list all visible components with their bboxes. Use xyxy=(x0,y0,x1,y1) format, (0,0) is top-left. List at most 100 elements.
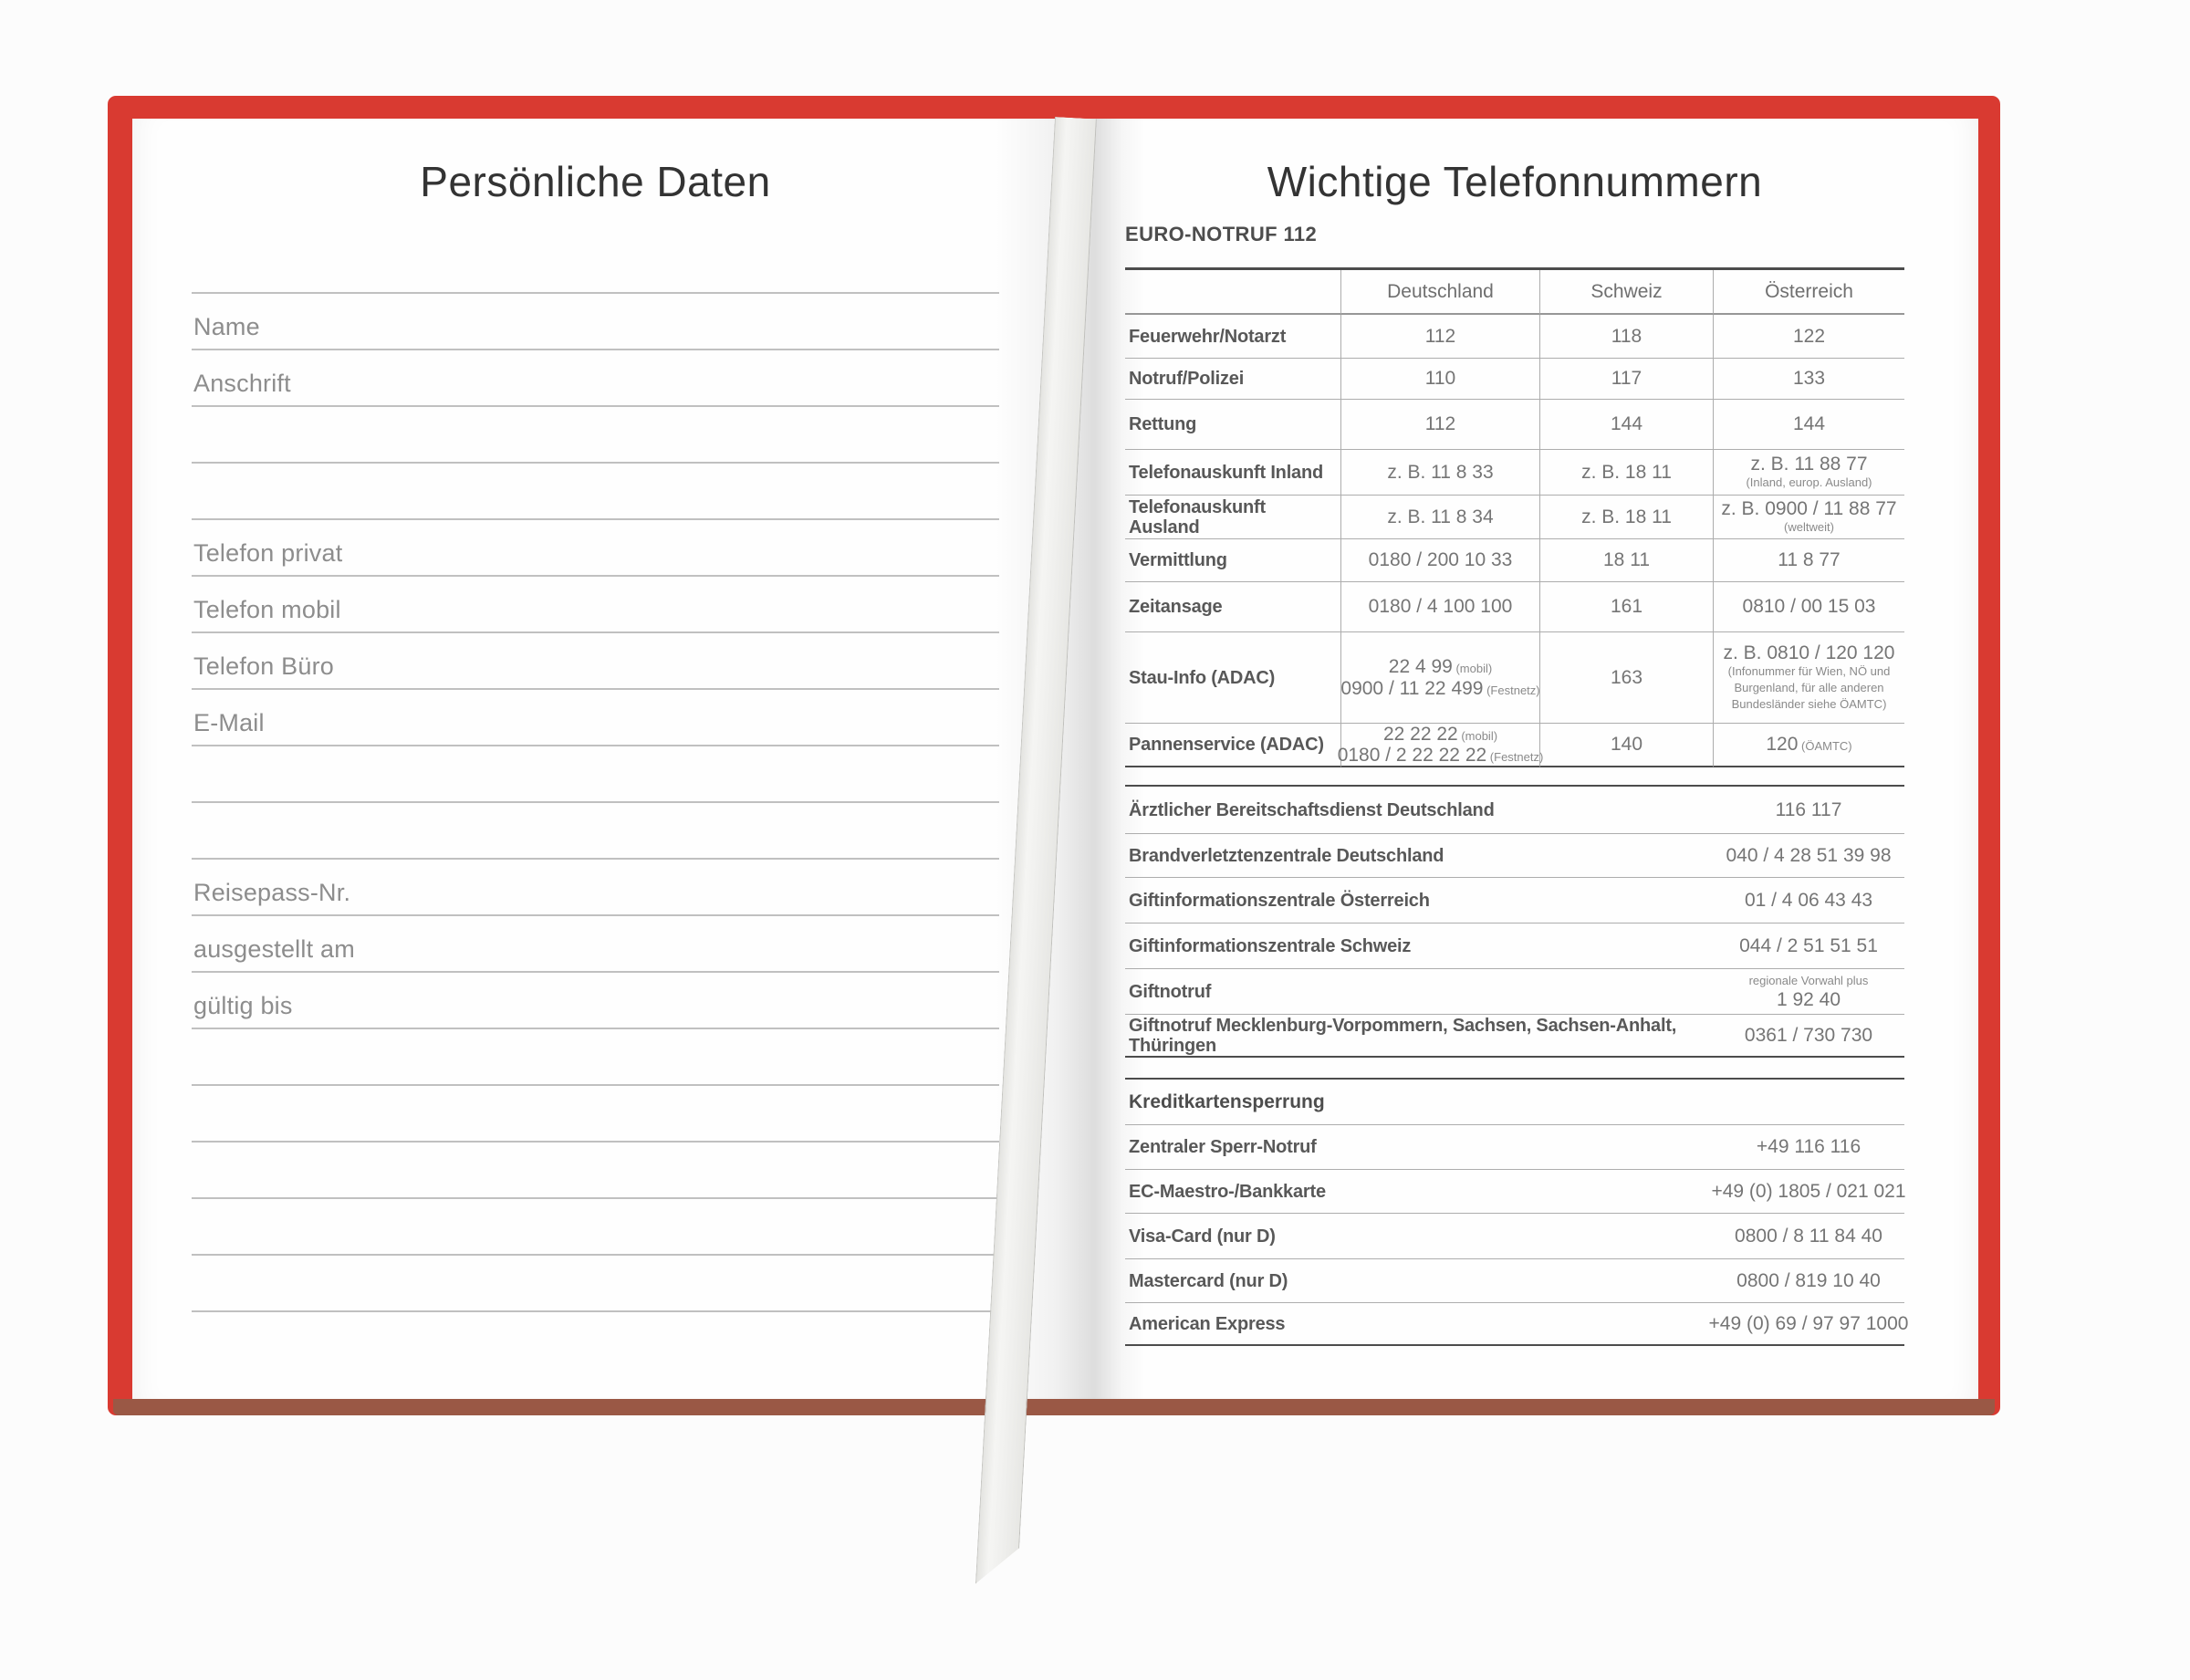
hotline-row: EC-Maestro-/Bankkarte +49 (0) 1805 / 021 … xyxy=(1125,1170,1906,1214)
value-line: (Inland, europ. Ausland) xyxy=(1746,475,1872,491)
form-row xyxy=(192,464,999,520)
value-line: 122 xyxy=(1793,326,1825,347)
value-line: 112 xyxy=(1425,326,1455,347)
hotline-row: Giftinformationszentrale Österreich 01 / … xyxy=(1125,878,1904,923)
value-line: 120 (ÖAMTC) xyxy=(1766,734,1851,755)
value-note: regionale Vorwahl plus xyxy=(1748,973,1869,987)
table-cell: 144 xyxy=(1713,400,1904,450)
table-cell: 117 xyxy=(1539,359,1713,400)
hotline-number: 044 / 2 51 51 51 xyxy=(1713,935,1904,956)
form-row: ausgestellt am xyxy=(192,916,999,973)
personal-form: Name Anschrift Telefon privat Telefon mobil… xyxy=(192,237,999,1312)
hotline-label: EC-Maestro-/Bankkarte xyxy=(1129,1181,1326,1202)
value-main: z. B. 0810 / 120 120 xyxy=(1723,642,1895,663)
value-line: 0800 / 819 10 40 xyxy=(1736,1270,1881,1291)
column-header: Deutschland xyxy=(1340,270,1539,315)
form-row xyxy=(192,1029,999,1086)
form-label: ausgestellt am xyxy=(193,935,355,963)
value-main: 22 4 99 xyxy=(1388,656,1453,678)
row-label-text: Zeitansage xyxy=(1129,597,1223,617)
table-cell: 0180 / 200 10 33 xyxy=(1340,539,1539,582)
table-cell: 18 11 xyxy=(1539,539,1713,582)
table-cell: 120 (ÖAMTC) xyxy=(1713,724,1904,767)
section-header-row: Kreditkartensperrung xyxy=(1125,1080,1904,1125)
table-cell: 133 xyxy=(1713,359,1904,400)
value-line: +49 (0) 69 / 97 97 1000 xyxy=(1709,1313,1909,1334)
value-line: 140 xyxy=(1611,734,1642,755)
hotline-number: 116 117 xyxy=(1713,799,1904,820)
form-label: Reisepass-Nr. xyxy=(193,879,351,906)
value-line: 0180 / 2 22 22 22 (Festnetz) xyxy=(1338,745,1544,766)
form-row xyxy=(192,746,999,803)
table-row-label: Pannenservice (ADAC) xyxy=(1125,724,1340,767)
table-cell: 0180 / 4 100 100 xyxy=(1340,582,1539,632)
form-label: E-Mail xyxy=(193,709,265,736)
value-line: 22 4 99 (mobil) xyxy=(1389,656,1492,677)
form-row: gültig bis xyxy=(192,973,999,1029)
value-main: 116 117 xyxy=(1775,798,1842,820)
value-main: 144 xyxy=(1792,413,1826,435)
value-line: regionale Vorwahl plus xyxy=(1749,973,1869,989)
table-row-label: Zeitansage xyxy=(1125,582,1340,632)
form-row xyxy=(192,803,999,860)
value-main: 112 xyxy=(1424,413,1456,435)
hotline-number: 0800 / 8 11 84 40 xyxy=(1713,1226,1904,1247)
hotline-row: Brandverletztenzentrale Deutschland 040 /… xyxy=(1125,834,1904,878)
value-main: z. B. 0900 / 11 88 77 xyxy=(1721,497,1897,519)
hotline-label: Ärztlicher Bereitschaftsdienst Deutschla… xyxy=(1129,799,1495,820)
value-main: +49 (0) 1805 / 021 021 xyxy=(1711,1180,1906,1202)
value-line: Burgenland, für alle anderen xyxy=(1734,680,1883,696)
book-bottom-edge xyxy=(113,1399,1995,1415)
value-main: 122 xyxy=(1792,325,1826,347)
form-row: Telefon privat xyxy=(192,520,999,577)
form-label: gültig bis xyxy=(193,992,293,1019)
value-line: 1 92 40 xyxy=(1777,989,1841,1010)
table-cell: 112 xyxy=(1340,400,1539,450)
value-main: 0800 / 8 11 84 40 xyxy=(1735,1225,1882,1247)
hotline-number: 040 / 4 28 51 39 98 xyxy=(1713,845,1904,866)
column-header-label: Österreich xyxy=(1765,280,1853,302)
table-cell: z. B. 18 11 xyxy=(1539,496,1713,539)
value-line: 11 8 77 xyxy=(1778,549,1841,570)
creditcard-section: Kreditkartensperrung Zentraler Sperr-Notr… xyxy=(1125,1078,1908,1346)
hotline-number: regionale Vorwahl plus 1 92 40 xyxy=(1713,973,1904,1010)
hotline-row: Ärztlicher Bereitschaftsdienst Deutschla… xyxy=(1125,787,1904,834)
value-line: 112 xyxy=(1425,413,1455,434)
table-cell: z. B. 18 11 xyxy=(1539,450,1713,496)
form-label: Telefon privat xyxy=(193,539,343,567)
value-note: (Inland, europ. Ausland) xyxy=(1746,475,1872,490)
hotline-label: Visa-Card (nur D) xyxy=(1129,1226,1276,1247)
value-line: 116 117 xyxy=(1776,799,1842,820)
value-line: 0180 / 4 100 100 xyxy=(1369,596,1513,617)
value-line: Bundesländer siehe ÖAMTC) xyxy=(1732,696,1887,713)
hotline-number: 01 / 4 06 43 43 xyxy=(1713,890,1904,911)
form-row xyxy=(192,407,999,464)
value-line: +49 (0) 1805 / 021 021 xyxy=(1711,1181,1905,1202)
hotline-number: +49 (0) 1805 / 021 021 xyxy=(1711,1181,1905,1202)
value-note: (Festnetz) xyxy=(1486,750,1544,764)
hotline-label: Zentraler Sperr-Notruf xyxy=(1129,1137,1317,1157)
table-cell: z. B. 0810 / 120 120 (Infonummer für Wien… xyxy=(1713,632,1904,724)
value-main: 1 92 40 xyxy=(1776,988,1841,1010)
row-label-text: Rettung xyxy=(1129,414,1197,434)
value-main: 112 xyxy=(1424,325,1456,347)
hotline-row: Mastercard (nur D) 0800 / 819 10 40 xyxy=(1125,1259,1904,1303)
table-cell: 161 xyxy=(1539,582,1713,632)
value-main: +49 (0) 69 / 97 97 1000 xyxy=(1708,1312,1909,1334)
table-row-label: Vermittlung xyxy=(1125,539,1340,582)
table-cell: 163 xyxy=(1539,632,1713,724)
table-cell: 122 xyxy=(1713,315,1904,359)
right-page: Wichtige Telefonnummern EURO-NOTRUF 112 … xyxy=(1125,119,1908,1399)
row-label-text: Telefonauskunft Inland xyxy=(1129,462,1324,483)
value-line: 0810 / 00 15 03 xyxy=(1743,596,1876,617)
value-note: (mobil) xyxy=(1457,728,1498,743)
table-cell: 22 22 22 (mobil) 0180 / 2 22 22 22 (Festn… xyxy=(1338,724,1543,767)
value-line: 110 xyxy=(1425,368,1455,389)
value-main: 144 xyxy=(1610,413,1643,435)
value-main: z. B. 11 8 33 xyxy=(1387,461,1494,483)
hotline-label: American Express xyxy=(1129,1313,1286,1334)
value-main: 18 11 xyxy=(1603,549,1650,571)
section-header: Kreditkartensperrung xyxy=(1129,1090,1325,1112)
column-header: Österreich xyxy=(1713,270,1904,315)
